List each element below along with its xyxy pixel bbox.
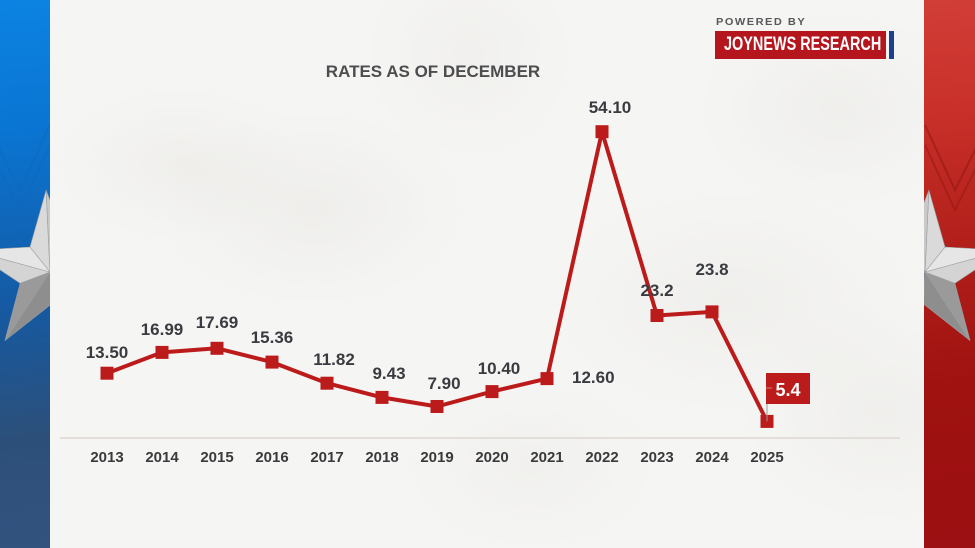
svg-text:2021: 2021	[530, 449, 563, 466]
svg-text:2019: 2019	[420, 449, 453, 466]
svg-text:12.60: 12.60	[572, 368, 615, 387]
svg-text:9.43: 9.43	[372, 364, 405, 383]
svg-text:16.99: 16.99	[141, 320, 184, 339]
svg-text:2013: 2013	[90, 449, 123, 466]
svg-text:15.36: 15.36	[251, 328, 294, 347]
svg-text:2014: 2014	[145, 449, 179, 466]
svg-text:11.82: 11.82	[313, 350, 355, 369]
svg-text:2017: 2017	[310, 449, 343, 466]
svg-text:23.2: 23.2	[640, 281, 673, 300]
svg-text:2018: 2018	[365, 449, 398, 466]
svg-text:2022: 2022	[585, 449, 618, 466]
svg-text:23.8: 23.8	[695, 260, 728, 279]
svg-text:13.50: 13.50	[86, 343, 129, 362]
svg-text:17.69: 17.69	[196, 313, 239, 332]
svg-text:2016: 2016	[255, 449, 288, 466]
svg-text:10.40: 10.40	[478, 359, 521, 378]
svg-text:54.10: 54.10	[589, 98, 632, 117]
svg-text:2024: 2024	[695, 449, 729, 466]
svg-text:2023: 2023	[640, 449, 673, 466]
svg-text:2020: 2020	[475, 449, 508, 466]
svg-text:5.4: 5.4	[775, 380, 800, 400]
svg-text:2025: 2025	[750, 449, 783, 466]
svg-text:2015: 2015	[200, 449, 233, 466]
svg-text:7.90: 7.90	[427, 374, 460, 393]
